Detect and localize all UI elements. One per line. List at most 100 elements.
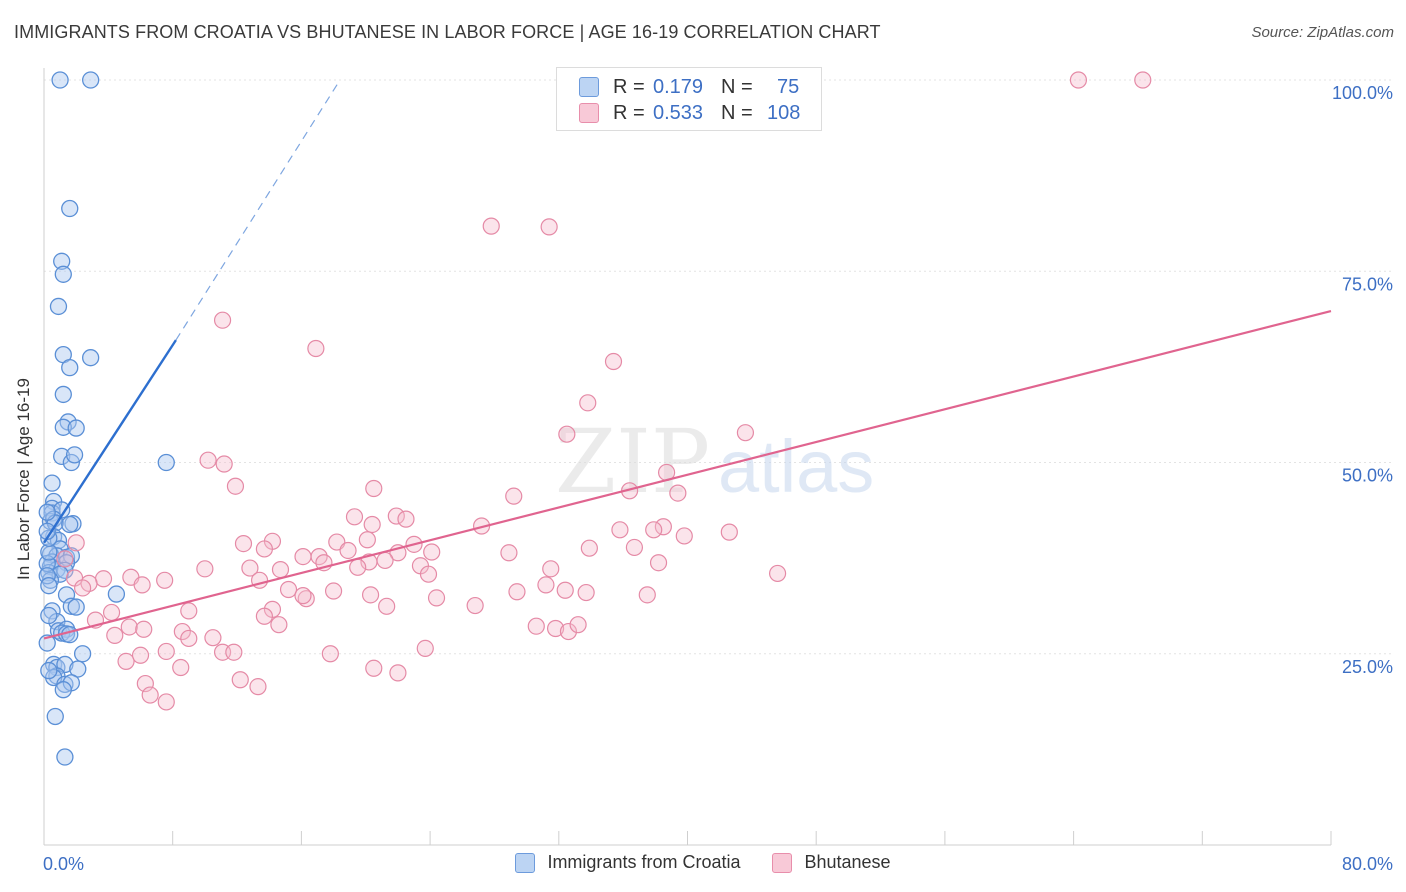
croatia-point: [61, 515, 79, 534]
bhutanese-point: [294, 587, 312, 605]
croatia-point: [65, 446, 84, 464]
bhutanese-point: [1134, 71, 1152, 89]
bhutanese-point: [271, 560, 290, 579]
bhutanese-point: [349, 558, 367, 576]
bhutanese-point: [74, 579, 92, 597]
legend-swatch-blue: [515, 852, 536, 873]
legend-swatch-blue: [579, 77, 599, 97]
croatia-trend-line: [42, 339, 177, 544]
bhutanese-point: [638, 586, 656, 604]
bhutanese-point: [215, 455, 233, 473]
croatia-point: [43, 474, 61, 492]
legend-label-croatia: Immigrants from Croatia: [547, 852, 741, 872]
croatia-trend-extension: [175, 79, 341, 341]
bhutanese-point: [508, 583, 526, 601]
bhutanese-point: [156, 571, 174, 589]
bhutanese-point: [558, 425, 576, 443]
bhutanese-point: [358, 531, 376, 549]
legend-swatch-pink: [579, 103, 599, 123]
bhutanese-point: [645, 521, 663, 539]
bhutanese-point: [321, 645, 339, 663]
legend-r-label: R =: [613, 75, 645, 98]
bhutanese-point: [102, 603, 121, 622]
bhutanese-point: [527, 617, 545, 635]
chart-title: IMMIGRANTS FROM CROATIA VS BHUTANESE IN …: [14, 22, 881, 42]
bhutanese-point: [249, 678, 267, 696]
bhutanese-point: [579, 394, 597, 412]
bhutanese-point: [307, 339, 325, 358]
bhutanese-point: [540, 218, 558, 236]
bhutanese-point: [270, 616, 288, 634]
bhutanese-point: [225, 643, 243, 661]
bhutanese-point: [196, 560, 214, 578]
x-tick-label: 80.0%: [1342, 854, 1393, 874]
bhutanese-point: [231, 671, 249, 689]
bhutanese-point: [416, 639, 434, 657]
bhutanese-point: [213, 311, 232, 329]
watermark-zip: ZIP: [555, 410, 710, 513]
bhutanese-point: [649, 554, 668, 572]
bhutanese-point: [542, 560, 560, 578]
bhutanese-point: [537, 576, 555, 594]
legend-r-value: 0.179: [653, 75, 704, 98]
bhutanese-point: [279, 580, 298, 599]
croatia-point: [40, 606, 58, 625]
bhutanese-point: [625, 538, 644, 557]
bhutanese-point: [157, 693, 175, 711]
croatia-point: [38, 634, 56, 652]
bhutanese-point: [720, 523, 738, 541]
legend-swatch-pink: [772, 852, 793, 873]
bhutanese-point: [199, 451, 217, 469]
bhutanese-point: [180, 602, 198, 620]
bhutanese-point: [345, 508, 364, 526]
bhutanese-point: [1069, 71, 1088, 89]
croatia-point: [38, 503, 56, 521]
bhutanese-point: [141, 686, 159, 704]
bhutanese-point: [378, 597, 396, 615]
legend-n-value: 108: [767, 101, 801, 124]
legend-label-bhutanese: Bhutanese: [804, 852, 891, 872]
legend-item-bhutanese[interactable]: Bhutanese: [772, 852, 891, 873]
bhutanese-points: [56, 71, 1152, 711]
bhutanese-point: [569, 616, 587, 634]
croatia-point: [157, 453, 175, 472]
bhutanese-point: [669, 484, 687, 502]
bhutanese-point: [466, 596, 484, 615]
bhutanese-point: [131, 646, 150, 664]
bhutanese-point: [546, 619, 565, 638]
croatia-point: [61, 625, 79, 644]
croatia-point: [54, 681, 72, 699]
croatia-point: [51, 71, 69, 89]
y-tick-label: 100.0%: [1332, 83, 1393, 103]
legend-item-croatia[interactable]: Immigrants from Croatia: [515, 852, 740, 873]
x-tick-label: 0.0%: [43, 854, 84, 874]
legend-row-bhutanese: R = 0.533 N = 108: [579, 101, 800, 125]
legend-n-label: N =: [721, 75, 753, 98]
croatia-point: [54, 418, 72, 436]
bhutanese-point: [654, 518, 672, 536]
bhutanese-point: [423, 543, 441, 561]
bhutanese-point: [505, 487, 523, 505]
croatia-point: [62, 597, 80, 615]
watermark: ZIP atlas: [555, 410, 874, 513]
bhutanese-point: [255, 540, 273, 558]
bhutanese-point: [294, 547, 312, 566]
bhutanese-point: [389, 664, 407, 682]
croatia-point: [40, 543, 58, 561]
bhutanese-point: [255, 607, 273, 625]
bhutanese-point: [133, 576, 151, 594]
bhutanese-point: [172, 658, 190, 677]
bhutanese-point: [361, 586, 380, 604]
bhutanese-point: [120, 618, 138, 636]
tick-labels: 25.0% 50.0% 75.0% 100.0% 0.0% 80.0%: [43, 83, 1393, 874]
legend-r-value: 0.533: [653, 101, 704, 124]
bhutanese-point: [234, 534, 253, 553]
bhutanese-point: [173, 622, 191, 641]
bhutanese-point: [376, 551, 394, 570]
bhutanese-point: [559, 622, 578, 641]
croatia-point: [53, 447, 71, 466]
y-tick-label: 75.0%: [1342, 274, 1393, 294]
bhutanese-point: [768, 564, 787, 583]
croatia-point: [56, 748, 74, 766]
